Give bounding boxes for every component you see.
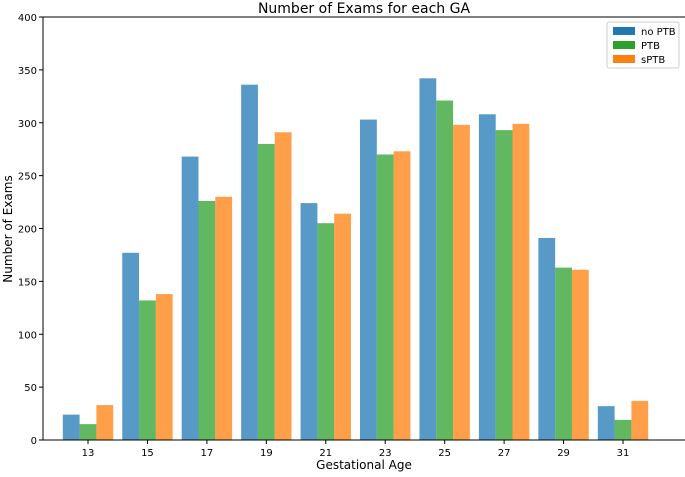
y-tick-label-0: 0: [31, 436, 37, 447]
bar-no-ptb-19: [241, 84, 258, 441]
bar-no-ptb-17: [181, 156, 199, 440]
legend-label-sptb: sPTB: [641, 55, 665, 66]
x-tick-label-27: 27: [498, 448, 511, 459]
bar-ptb-13: [79, 424, 97, 440]
bar-sptb-21: [334, 213, 351, 440]
bar-sptb-27: [512, 123, 530, 440]
bar-sptb-31: [631, 400, 649, 440]
x-tick-label-25: 25: [438, 448, 451, 459]
bar-no-ptb-15: [122, 252, 140, 440]
bar-ptb-15: [139, 300, 156, 440]
x-tick-label-15: 15: [141, 448, 154, 459]
y-tick-label-350: 350: [18, 66, 37, 77]
bar-ptb-27: [495, 130, 513, 440]
y-tick-label-100: 100: [18, 330, 37, 341]
bar-sptb-23: [393, 151, 411, 441]
legend-swatch-ptb: [613, 41, 635, 49]
x-tick-label-23: 23: [379, 448, 392, 459]
bar-ptb-19: [257, 143, 275, 440]
bar-no-ptb-13: [62, 414, 80, 440]
bar-no-ptb-29: [538, 238, 556, 440]
legend: no PTB PTB sPTB: [606, 21, 680, 69]
y-tick-label-200: 200: [18, 225, 37, 236]
bar-ptb-25: [436, 100, 454, 440]
bar-sptb-17: [215, 196, 233, 440]
bar-ptb-21: [317, 223, 335, 440]
bars-layer: [62, 78, 649, 441]
bar-sptb-29: [571, 269, 589, 440]
bar-sptb-19: [274, 132, 292, 440]
bar-sptb-15: [155, 294, 173, 440]
y-tick-label-150: 150: [18, 277, 37, 288]
y-tick-label-300: 300: [18, 119, 37, 130]
legend-label-ptb: PTB: [641, 41, 660, 52]
x-tick-label-19: 19: [260, 448, 273, 459]
x-axis-label: Gestational Age: [316, 458, 412, 472]
legend-swatch-no-ptb: [613, 27, 635, 35]
legend-label-no-ptb: no PTB: [641, 27, 676, 38]
y-tick-label-400: 400: [18, 13, 37, 24]
x-tick-label-31: 31: [617, 448, 630, 459]
bar-no-ptb-21: [300, 203, 318, 440]
y-tick-label-250: 250: [18, 172, 37, 183]
x-tick-label-21: 21: [319, 448, 332, 459]
bar-ptb-29: [555, 267, 572, 440]
y-tick-label-50: 50: [24, 383, 37, 394]
x-tick-label-13: 13: [82, 448, 95, 459]
bar-sptb-13: [96, 405, 114, 440]
bar-ptb-23: [376, 154, 394, 440]
bar-no-ptb-25: [419, 78, 437, 440]
y-axis-label: Number of Exams: [1, 175, 15, 282]
bar-no-ptb-23: [360, 119, 377, 440]
bar-no-ptb-31: [597, 406, 615, 440]
bar-ptb-31: [614, 419, 632, 440]
bar-no-ptb-27: [478, 114, 496, 440]
axes-layer: 0 50 100 150 200 250 300 350 400 13 15 17 19 21 23 25 27…: [18, 13, 685, 459]
chart-title: Number of Exams for each GA: [258, 1, 470, 17]
x-tick-label-29: 29: [557, 448, 570, 459]
x-tick-label-17: 17: [201, 448, 214, 459]
bar-sptb-25: [453, 124, 470, 441]
legend-swatch-sptb: [613, 55, 635, 63]
bar-ptb-17: [198, 201, 216, 440]
